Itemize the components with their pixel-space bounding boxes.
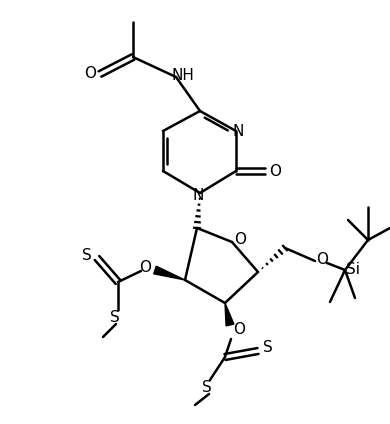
Text: O: O [269,164,281,179]
Text: Si: Si [346,262,360,277]
Text: S: S [82,248,92,262]
Text: O: O [84,65,96,81]
Text: N: N [192,189,204,204]
Text: S: S [110,310,120,326]
Text: O: O [139,259,151,274]
Text: O: O [234,232,246,246]
Text: S: S [263,340,273,355]
Polygon shape [154,266,185,280]
Text: N: N [232,123,244,139]
Text: O: O [316,251,328,267]
Text: NH: NH [172,69,195,84]
Text: S: S [202,380,212,396]
Polygon shape [225,303,234,326]
Text: O: O [233,323,245,338]
